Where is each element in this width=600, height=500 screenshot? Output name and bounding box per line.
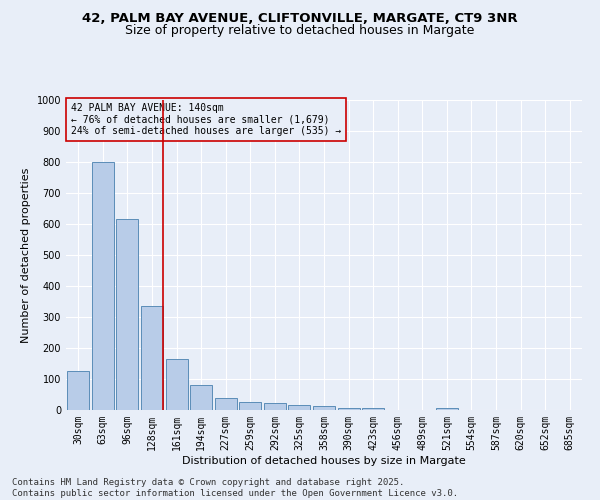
Bar	[215, 398, 237, 410]
Bar	[166, 359, 188, 410]
Bar	[239, 402, 262, 410]
Bar	[67, 371, 89, 410]
Bar	[289, 406, 310, 410]
Bar	[116, 220, 139, 410]
Bar	[141, 306, 163, 410]
Bar	[190, 385, 212, 410]
X-axis label: Distribution of detached houses by size in Margate: Distribution of detached houses by size …	[182, 456, 466, 466]
Bar	[338, 408, 359, 410]
Bar	[362, 408, 384, 410]
Bar	[92, 162, 114, 410]
Y-axis label: Number of detached properties: Number of detached properties	[21, 168, 31, 342]
Bar	[313, 406, 335, 410]
Text: 42 PALM BAY AVENUE: 140sqm
← 76% of detached houses are smaller (1,679)
24% of s: 42 PALM BAY AVENUE: 140sqm ← 76% of deta…	[71, 103, 341, 136]
Text: Contains HM Land Registry data © Crown copyright and database right 2025.
Contai: Contains HM Land Registry data © Crown c…	[12, 478, 458, 498]
Bar	[436, 408, 458, 410]
Text: 42, PALM BAY AVENUE, CLIFTONVILLE, MARGATE, CT9 3NR: 42, PALM BAY AVENUE, CLIFTONVILLE, MARGA…	[82, 12, 518, 26]
Text: Size of property relative to detached houses in Margate: Size of property relative to detached ho…	[125, 24, 475, 37]
Bar	[264, 403, 286, 410]
